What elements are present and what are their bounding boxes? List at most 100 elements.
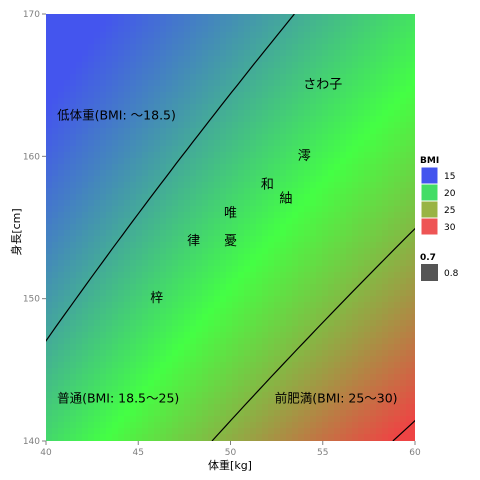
heatmap-cell: [226, 206, 233, 213]
heatmap-cell: [166, 272, 173, 279]
heatmap-cell: [184, 428, 191, 435]
heatmap-cell: [190, 164, 197, 171]
heatmap-cell: [184, 380, 191, 387]
heatmap-cell: [142, 266, 149, 273]
heatmap-cell: [190, 398, 197, 405]
heatmap-cell: [316, 272, 323, 279]
heatmap-cell: [394, 128, 401, 135]
heatmap-cell: [82, 260, 89, 267]
heatmap-cell: [310, 116, 317, 123]
heatmap-cell: [388, 398, 395, 405]
heatmap-cell: [268, 362, 275, 369]
heatmap-cell: [262, 362, 269, 369]
heatmap-cell: [238, 296, 245, 303]
heatmap-cell: [280, 302, 287, 309]
heatmap-cell: [382, 236, 389, 243]
heatmap-cell: [412, 326, 415, 333]
heatmap-cell: [154, 38, 161, 45]
heatmap-cell: [412, 188, 415, 195]
heatmap-cell: [238, 152, 245, 159]
heatmap-cell: [214, 302, 221, 309]
heatmap-cell: [154, 266, 161, 273]
heatmap-cell: [346, 152, 353, 159]
heatmap-cell: [382, 260, 389, 267]
heatmap-cell: [226, 230, 233, 237]
heatmap-cell: [268, 128, 275, 135]
heatmap-cell: [178, 380, 185, 387]
heatmap-cell: [382, 422, 389, 429]
heatmap-cell: [346, 116, 353, 123]
heatmap-cell: [322, 236, 329, 243]
heatmap-cell: [88, 104, 95, 111]
heatmap-cell: [82, 152, 89, 159]
heatmap-cell: [46, 362, 53, 369]
heatmap-cell: [310, 38, 317, 45]
heatmap-cell: [340, 194, 347, 201]
heatmap-cell: [58, 368, 65, 375]
heatmap-cell: [232, 440, 239, 441]
heatmap-cell: [274, 50, 281, 57]
heatmap-cell: [226, 146, 233, 153]
heatmap-cell: [304, 74, 311, 81]
heatmap-cell: [286, 98, 293, 105]
heatmap-cell: [286, 110, 293, 117]
heatmap-cell: [370, 266, 377, 273]
heatmap-cell: [376, 86, 383, 93]
heatmap-cell: [382, 332, 389, 339]
heatmap-cell: [142, 206, 149, 213]
heatmap-cell: [100, 302, 107, 309]
heatmap-cell: [208, 338, 215, 345]
heatmap-cell: [316, 236, 323, 243]
heatmap-cell: [328, 164, 335, 171]
heatmap-cell: [238, 224, 245, 231]
heatmap-cell: [106, 182, 113, 189]
heatmap-cell: [82, 248, 89, 255]
heatmap-cell: [58, 50, 65, 57]
heatmap-cell: [76, 146, 83, 153]
heatmap-cell: [196, 44, 203, 51]
heatmap-cell: [124, 128, 131, 135]
heatmap-cell: [196, 80, 203, 87]
heatmap-cell: [280, 20, 287, 27]
heatmap-cell: [196, 254, 203, 261]
heatmap-cell: [316, 338, 323, 345]
heatmap-cell: [100, 206, 107, 213]
heatmap-cell: [280, 236, 287, 243]
heatmap-cell: [58, 116, 65, 123]
heatmap-cell: [370, 68, 377, 75]
heatmap-cell: [226, 50, 233, 57]
heatmap-cell: [76, 260, 83, 267]
heatmap-cell: [382, 206, 389, 213]
heatmap-cell: [328, 86, 335, 93]
heatmap-cell: [274, 344, 281, 351]
heatmap-cell: [328, 314, 335, 321]
heatmap-cell: [274, 392, 281, 399]
heatmap-cell: [220, 374, 227, 381]
heatmap-cell: [52, 236, 59, 243]
heatmap-cell: [340, 158, 347, 165]
heatmap-cell: [142, 182, 149, 189]
heatmap-cell: [118, 398, 125, 405]
heatmap-cell: [136, 398, 143, 405]
heatmap-cell: [388, 164, 395, 171]
heatmap-cell: [268, 206, 275, 213]
heatmap-cell: [232, 86, 239, 93]
heatmap-cell: [46, 236, 53, 243]
heatmap-cell: [190, 272, 197, 279]
heatmap-cell: [124, 392, 131, 399]
heatmap-cell: [226, 44, 233, 51]
heatmap-cell: [292, 296, 299, 303]
heatmap-cell: [46, 50, 53, 57]
heatmap-cell: [70, 122, 77, 129]
heatmap-cell: [154, 116, 161, 123]
heatmap-cell: [130, 428, 137, 435]
heatmap-cell: [316, 230, 323, 237]
heatmap-cell: [106, 320, 113, 327]
heatmap-cell: [412, 134, 415, 141]
heatmap-cell: [238, 398, 245, 405]
heatmap-cell: [214, 56, 221, 63]
heatmap-cell: [358, 338, 365, 345]
heatmap-cell: [70, 428, 77, 435]
heatmap-cell: [88, 350, 95, 357]
heatmap-cell: [328, 188, 335, 195]
